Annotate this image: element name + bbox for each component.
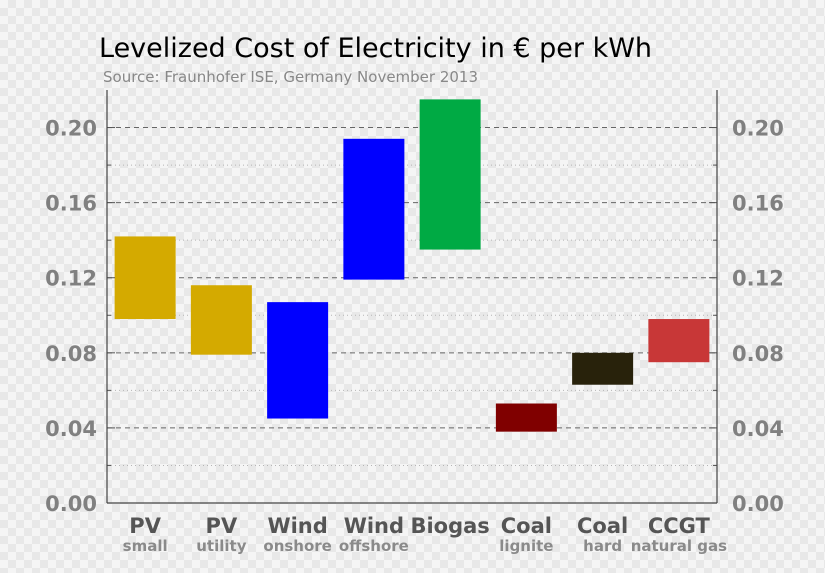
category-label: CCGT <box>648 514 711 538</box>
category-label: PV <box>129 514 161 538</box>
y-tick-label-left: 0.08 <box>45 342 97 366</box>
labels-layer: 0.00 0.00 0.04 0.04 0.08 0.08 0.12 0.12 0.16 0.16… <box>45 117 784 555</box>
y-tick-label-right: 0.00 <box>732 492 784 516</box>
y-tick-label-right: 0.12 <box>732 267 784 291</box>
y-tick-label-left: 0.16 <box>45 192 97 216</box>
category-label: Coal <box>577 514 628 538</box>
y-tick-label-left: 0.20 <box>45 117 97 141</box>
y-tick-label-left: 0.04 <box>45 417 97 441</box>
chart-subtitle: Source: Fraunhofer ISE, Germany November… <box>103 68 478 86</box>
category-sublabel: small <box>123 537 168 555</box>
category-label: Wind <box>344 514 404 538</box>
category-sublabel: natural gas <box>631 537 727 555</box>
category-label: Wind <box>267 514 327 538</box>
category-label: PV <box>206 514 238 538</box>
category-sublabel: offshore <box>339 537 409 555</box>
y-tick-label-right: 0.04 <box>732 417 784 441</box>
bar-0 <box>114 236 176 320</box>
bar-4 <box>419 99 481 250</box>
bar-7 <box>648 319 710 363</box>
y-tick-label-right: 0.16 <box>732 192 784 216</box>
category-label: Coal <box>501 514 552 538</box>
bars-layer <box>114 99 710 432</box>
bar-6 <box>572 352 634 385</box>
category-sublabel: onshore <box>263 537 331 555</box>
y-tick-label-right: 0.08 <box>732 342 784 366</box>
axes-layer <box>106 90 718 504</box>
y-tick-label-left: 0.00 <box>45 492 97 516</box>
bar-1 <box>190 285 252 355</box>
category-sublabel: utility <box>196 537 246 555</box>
category-label: Biogas <box>410 514 489 538</box>
category-sublabel: hard <box>583 537 622 555</box>
y-tick-label-left: 0.12 <box>45 267 97 291</box>
bar-3 <box>343 138 405 280</box>
chart-title: Levelized Cost of Electricity in € per k… <box>99 33 652 64</box>
y-tick-label-right: 0.20 <box>732 117 784 141</box>
category-sublabel: lignite <box>499 537 553 555</box>
bar-5 <box>495 403 557 432</box>
bar-2 <box>267 302 329 419</box>
